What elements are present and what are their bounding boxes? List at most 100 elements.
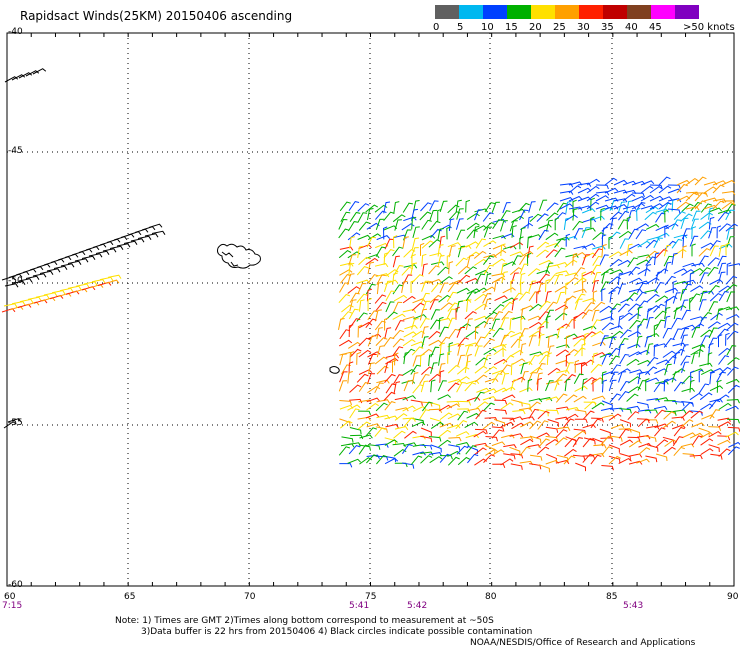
wind-barb — [527, 235, 533, 249]
wind-barb — [447, 450, 461, 457]
wind-barb — [527, 372, 537, 383]
wind-barb — [681, 375, 694, 385]
scale-label: 35 — [601, 22, 614, 33]
wind-barb — [691, 435, 703, 446]
wind-barb — [600, 407, 615, 412]
wind-barb — [500, 458, 514, 466]
wind-barb — [716, 394, 730, 402]
wind-barb — [356, 266, 369, 276]
wind-barb — [635, 229, 647, 240]
wind-barb — [568, 195, 583, 202]
wind-barb — [64, 253, 79, 258]
wind-barb — [464, 342, 479, 347]
wind-barb — [493, 279, 501, 292]
wind-barb — [482, 421, 496, 430]
wind-barb — [483, 240, 497, 248]
coastline — [217, 243, 340, 374]
wind-barb — [718, 223, 731, 232]
wind-barb — [510, 279, 515, 293]
wind-barb — [538, 325, 545, 339]
wind-barb — [383, 391, 396, 401]
wind-barb — [375, 337, 388, 346]
wind-barb — [546, 212, 559, 221]
wind-barb — [385, 354, 400, 359]
wind-barb — [708, 227, 717, 239]
wind-barb — [590, 319, 601, 330]
wind-barb — [474, 293, 488, 302]
wind-barb — [680, 419, 694, 428]
wind-barb — [636, 282, 647, 293]
wind-barb — [719, 243, 733, 250]
wind-barb — [120, 233, 135, 238]
wind-barb — [412, 451, 426, 456]
wind-barb — [519, 460, 534, 466]
wind-barb — [447, 317, 457, 329]
wind-barb — [357, 416, 371, 422]
wind-barb — [591, 248, 603, 259]
wind-barb — [721, 200, 735, 205]
wind-barb — [718, 244, 726, 257]
wind-barb — [644, 335, 652, 348]
wind-barb — [604, 177, 618, 186]
wind-barb — [654, 409, 666, 419]
wind-barb — [591, 417, 604, 423]
wind-barb — [449, 279, 463, 286]
wind-barb — [590, 454, 602, 465]
wind-barb — [564, 438, 577, 448]
wind-barb — [664, 261, 672, 274]
wind-barb — [402, 405, 416, 412]
wind-barb — [673, 352, 681, 365]
wind-barb — [492, 258, 506, 266]
wind-barb — [338, 318, 345, 331]
wind-barb — [494, 399, 508, 405]
scale-swatch — [483, 5, 507, 19]
wind-barb — [618, 315, 624, 328]
wind-barb — [492, 235, 506, 240]
wind-barb — [673, 409, 687, 414]
wind-barb — [483, 255, 495, 266]
wind-barb — [527, 378, 533, 392]
wind-barb — [474, 287, 488, 295]
scale-label: 45 — [649, 22, 662, 33]
note-line-2: 3)Data buffer is 22 hrs from 20150406 4)… — [141, 627, 533, 637]
time-label: 5:41 — [349, 601, 370, 611]
wind-barb — [637, 324, 642, 338]
wind-barb — [572, 199, 577, 213]
scale-swatch — [555, 5, 579, 19]
wind-barb — [411, 237, 420, 250]
wind-barb — [547, 274, 559, 284]
wind-barb — [619, 419, 631, 428]
wind-barb — [690, 370, 695, 384]
wind-barb — [456, 287, 470, 294]
wind-barb — [655, 212, 666, 223]
wind-barb — [467, 453, 479, 464]
wind-barb — [394, 396, 409, 402]
wind-barb — [482, 396, 497, 401]
wind-barb — [365, 257, 379, 266]
wind-barb — [357, 324, 363, 338]
wind-barb — [376, 235, 390, 241]
wind-barb — [680, 410, 694, 419]
wind-barb — [349, 408, 360, 419]
wind-barb — [421, 240, 435, 249]
wind-barb — [465, 445, 477, 455]
wind-barb — [430, 346, 440, 358]
wind-barb — [599, 428, 611, 437]
wind-barb — [428, 408, 443, 414]
wind-barb — [673, 426, 685, 437]
wind-barb — [592, 352, 606, 358]
wind-barb — [718, 334, 723, 348]
wind-barb — [609, 336, 617, 349]
wind-barb — [457, 456, 471, 466]
wind-barb — [492, 276, 506, 284]
wind-barb — [655, 208, 670, 213]
wind-barb — [565, 281, 570, 295]
wind-barb — [681, 361, 689, 373]
wind-barb — [536, 290, 541, 304]
wind-barb — [106, 238, 121, 243]
wind-barb — [718, 271, 726, 284]
wind-barb — [367, 261, 375, 274]
wind-barb — [500, 402, 514, 410]
wind-barb — [509, 267, 523, 276]
wind-barb — [646, 425, 660, 430]
